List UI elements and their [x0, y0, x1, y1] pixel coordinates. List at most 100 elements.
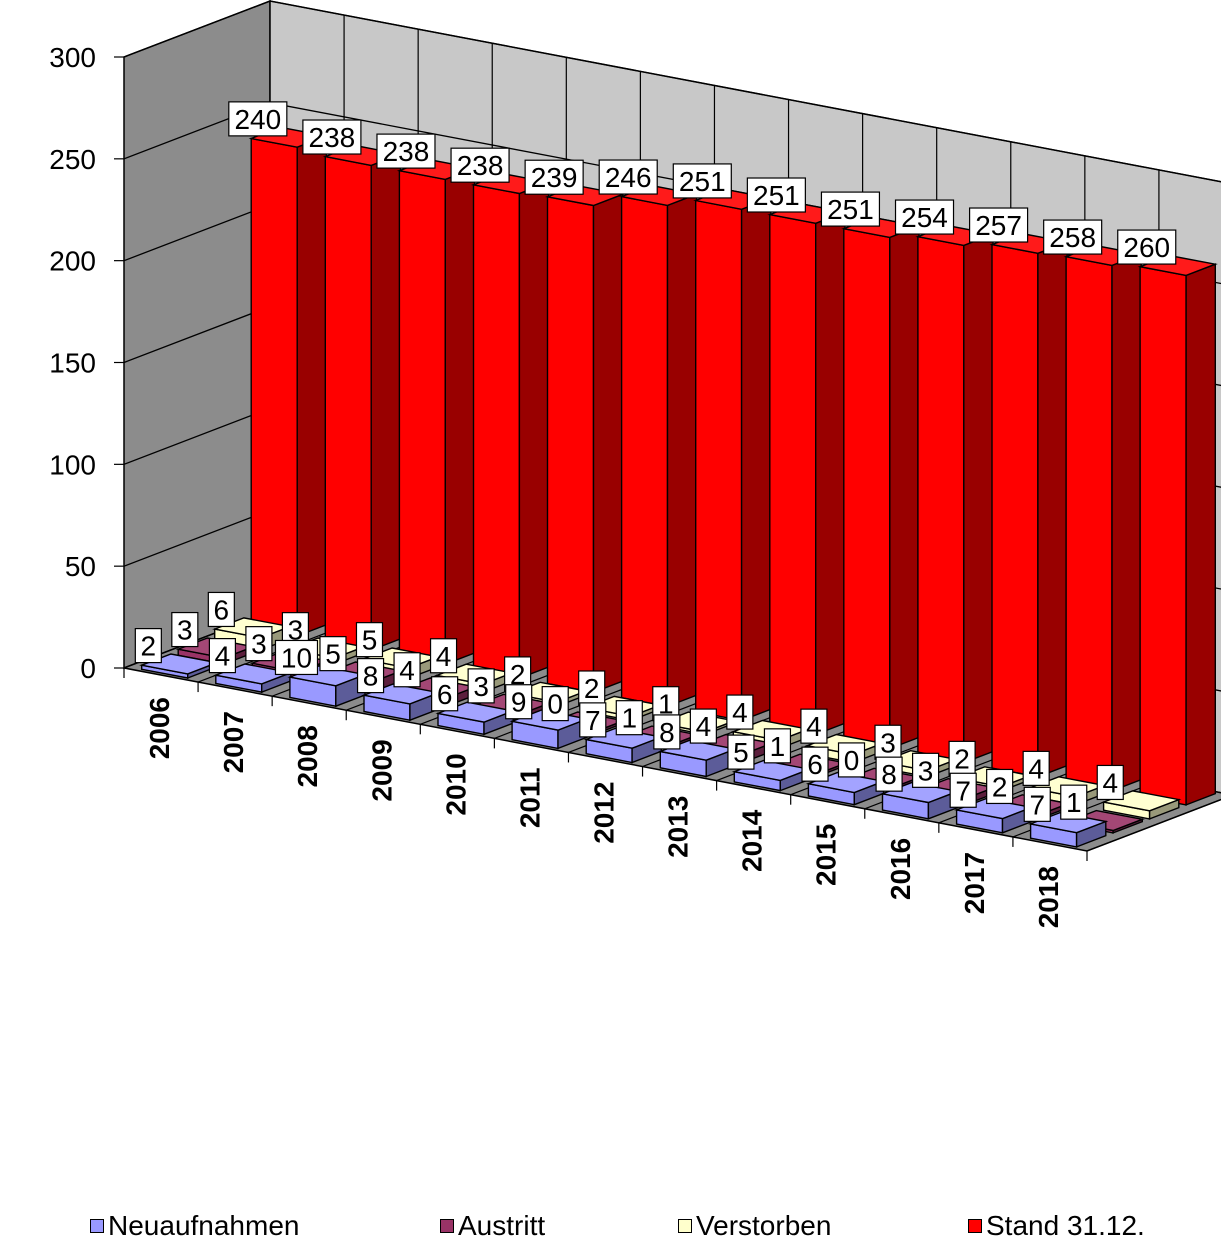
data-label: 4: [800, 708, 828, 744]
data-label-box: [579, 702, 607, 738]
data-label-text: 8: [363, 661, 379, 692]
data-label: 5: [727, 734, 755, 770]
data-label-box: [207, 591, 235, 628]
data-label-text: 3: [177, 615, 193, 646]
data-label-text: 6: [807, 749, 823, 780]
legend-label: Verstorben: [696, 1210, 832, 1241]
bar-side: [963, 233, 994, 764]
data-label-text: 246: [605, 162, 652, 193]
data-label: 254: [894, 199, 955, 235]
legend-swatch: [678, 1219, 692, 1233]
bar-front: [472, 183, 521, 680]
data-label-text: 254: [901, 202, 948, 233]
data-label-box: [245, 626, 273, 662]
data-label-text: 4: [732, 697, 748, 728]
data-label-text: 4: [436, 641, 452, 672]
data-label-box: [355, 622, 384, 658]
data-label: 3: [245, 626, 273, 662]
bar-front: [546, 195, 595, 694]
bar-front: [1139, 265, 1187, 806]
data-label-box: [431, 676, 459, 712]
legend-label: Stand 31.12.: [986, 1210, 1145, 1241]
data-label-box: [578, 670, 606, 706]
y-tick-label: 0: [80, 653, 96, 684]
bar-front: [695, 199, 743, 722]
data-label-box: [894, 199, 955, 235]
data-label-text: 4: [696, 711, 712, 742]
x-tick-label: 2016: [885, 838, 916, 900]
x-tick-label: 2014: [737, 809, 768, 872]
data-label-box: [874, 724, 902, 760]
data-label-box: [727, 734, 755, 770]
data-label: 251: [820, 191, 881, 227]
data-label-text: 8: [881, 759, 897, 790]
x-tick-label: 2007: [218, 711, 249, 773]
bar: [396, 158, 478, 666]
bar: [544, 184, 626, 694]
data-label: 257: [968, 207, 1029, 243]
data-label-box: [949, 772, 977, 808]
data-label: 6: [431, 676, 459, 712]
x-tick-label: 2010: [440, 753, 471, 815]
gridline: [123, 0, 1221, 183]
data-label: 4: [1096, 764, 1124, 801]
data-label: 2: [986, 768, 1014, 805]
data-label-text: 258: [1049, 222, 1096, 253]
bar-side: [296, 134, 328, 638]
data-label-text: 6: [214, 594, 230, 625]
data-label-box: [837, 742, 866, 778]
data-label-text: 2: [992, 771, 1008, 802]
data-label-text: 260: [1123, 232, 1170, 263]
bar-front: [620, 195, 669, 708]
data-label-box: [800, 708, 828, 744]
data-label-box: [801, 746, 829, 782]
data-label: 2: [134, 628, 162, 664]
data-label-text: 3: [473, 671, 489, 702]
data-label-text: 2: [954, 743, 970, 774]
data-label-text: 1: [1066, 787, 1082, 818]
data-label-text: 0: [547, 689, 563, 720]
data-label: 4: [393, 652, 421, 688]
bar-front: [769, 213, 817, 736]
data-label-text: 239: [531, 162, 578, 193]
data-label: 1: [763, 728, 792, 764]
bar-side: [518, 181, 550, 680]
data-label-box: [598, 159, 658, 195]
legend-label: Neuaufnahmen: [108, 1210, 300, 1241]
bar: [767, 202, 848, 736]
data-label: 7: [579, 702, 607, 738]
y-tick-label: 300: [49, 42, 96, 73]
bar: [1063, 244, 1144, 792]
data-label-text: 9: [511, 687, 527, 718]
legend-item: Austritt: [440, 1210, 545, 1242]
data-label-text: 4: [1028, 753, 1044, 784]
data-label: 0: [837, 742, 866, 778]
data-label-box: [208, 638, 237, 674]
data-label-text: 8: [659, 717, 675, 748]
x-tick-label: 2011: [514, 767, 545, 828]
bar-side: [815, 211, 846, 736]
data-label: 238: [450, 147, 510, 183]
data-label-text: 10: [281, 642, 312, 673]
data-label-text: 240: [234, 104, 281, 135]
data-label-box: [763, 728, 792, 764]
bar-front: [398, 169, 446, 666]
floor-line: [1086, 798, 1221, 852]
data-label-box: [820, 191, 881, 227]
x-tick-label: 2018: [1033, 866, 1064, 928]
bar: [1137, 254, 1218, 806]
data-label-text: 5: [362, 625, 378, 656]
data-label: 251: [746, 177, 806, 213]
data-label-text: 5: [733, 737, 749, 768]
data-label: 0: [541, 686, 569, 722]
data-label: 239: [524, 159, 584, 195]
bar: [841, 216, 922, 750]
data-label: 8: [356, 658, 385, 694]
x-tick-label: 2015: [811, 824, 842, 886]
data-label-box: [911, 752, 940, 788]
data-label-box: [1043, 219, 1103, 255]
data-label: 5: [355, 622, 384, 658]
bar-front: [324, 155, 372, 651]
x-tick-label: 2009: [366, 739, 397, 801]
